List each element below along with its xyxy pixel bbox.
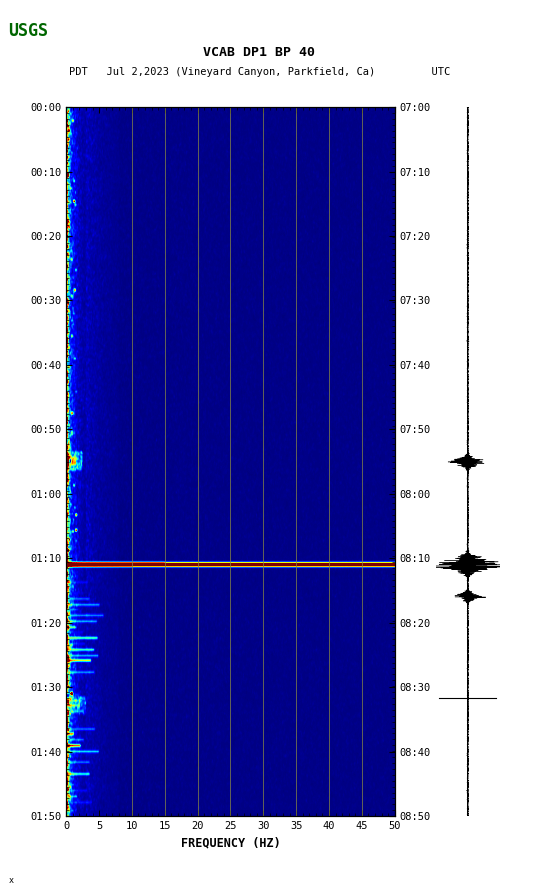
Text: x: x bbox=[8, 876, 13, 885]
Text: PDT   Jul 2,2023 (Vineyard Canyon, Parkfield, Ca)         UTC: PDT Jul 2,2023 (Vineyard Canyon, Parkfie… bbox=[69, 67, 450, 77]
Text: VCAB DP1 BP 40: VCAB DP1 BP 40 bbox=[204, 45, 315, 59]
Text: USGS: USGS bbox=[8, 22, 48, 40]
X-axis label: FREQUENCY (HZ): FREQUENCY (HZ) bbox=[181, 837, 280, 849]
